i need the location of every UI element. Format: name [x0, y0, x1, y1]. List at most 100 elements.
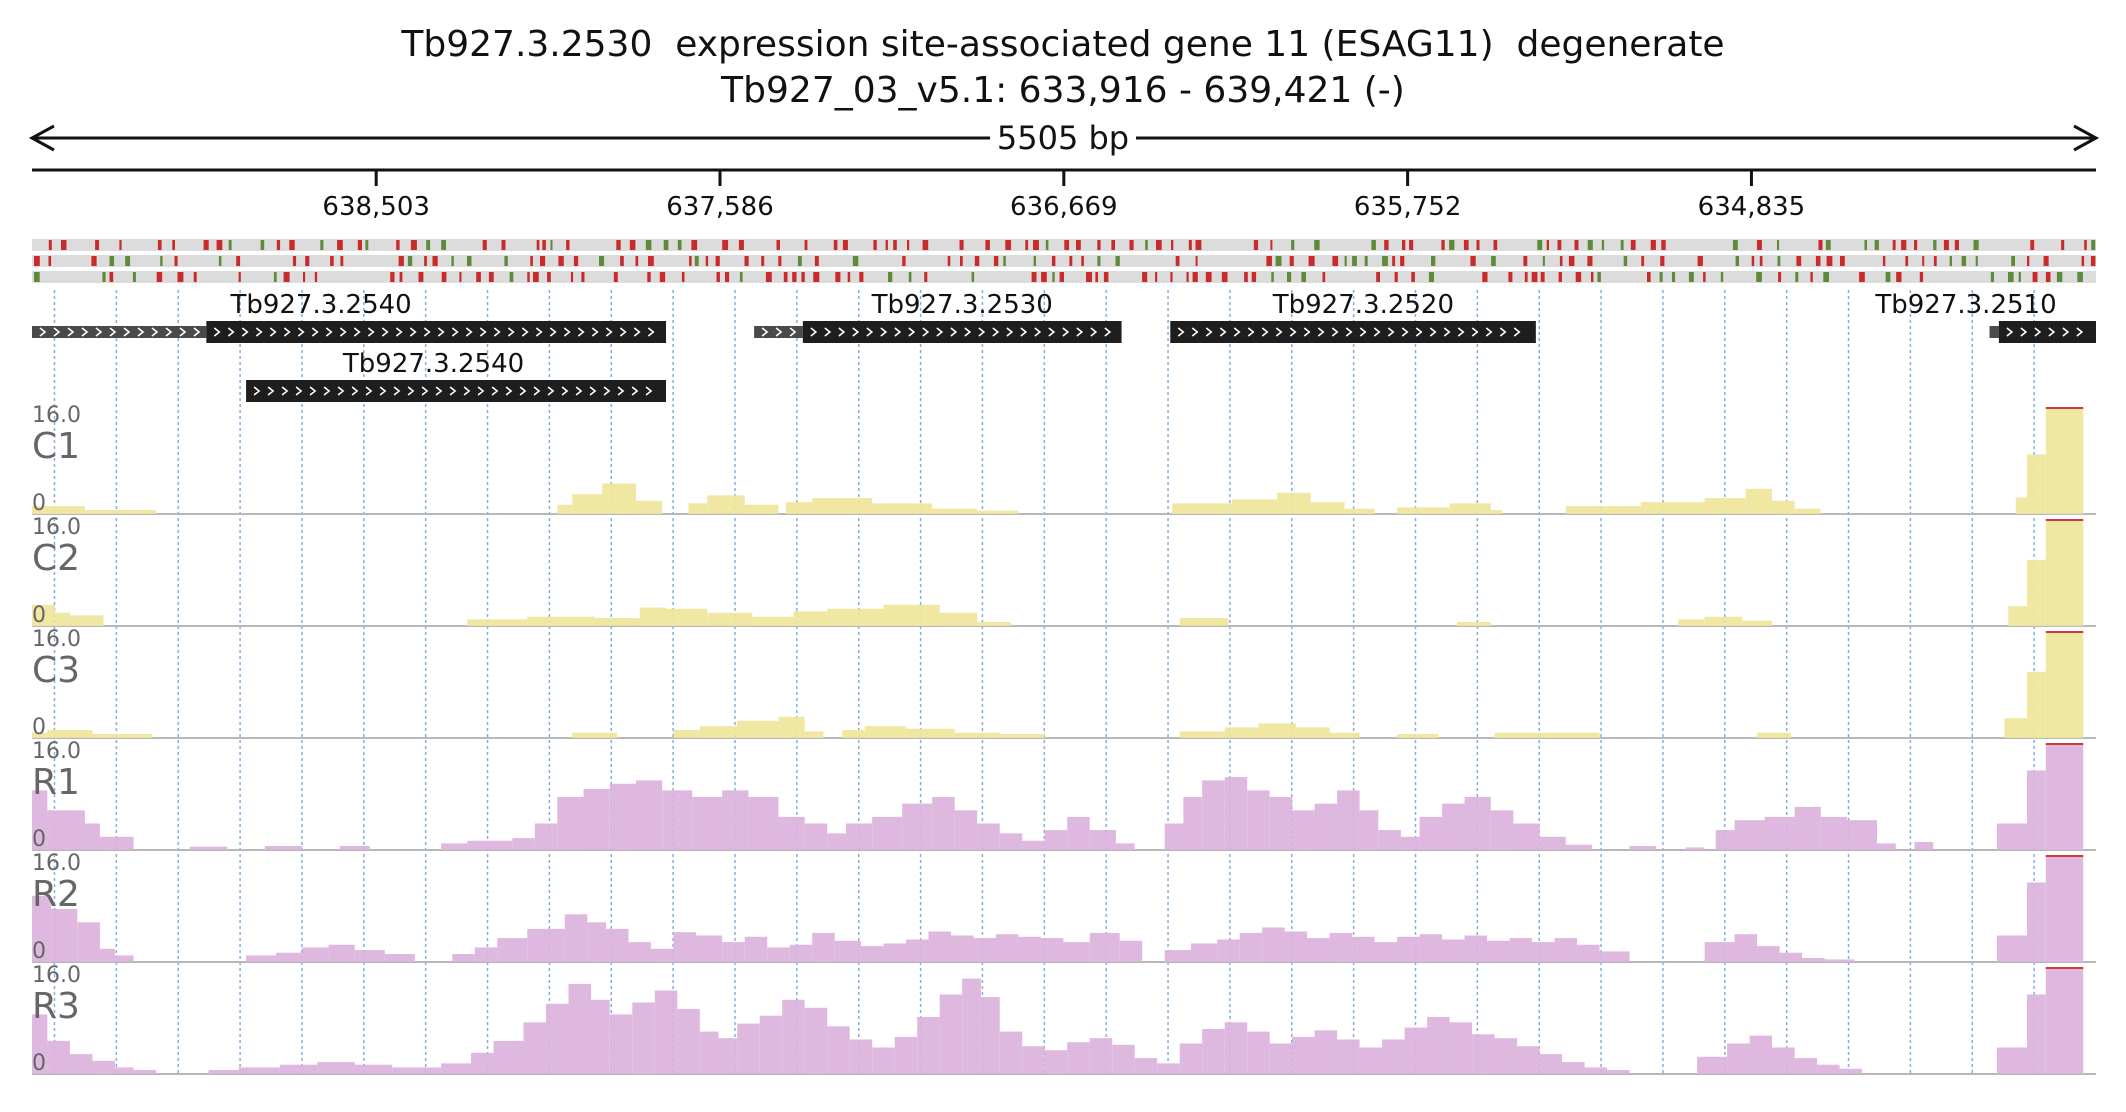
variant-mark: [573, 256, 579, 266]
variant-mark: [1961, 256, 1967, 266]
coverage-bar: [1457, 622, 1491, 626]
coverage-bar: [493, 1040, 524, 1074]
coverage-bar: [782, 999, 805, 1074]
track-max-label: 16.0: [32, 403, 81, 428]
coverage-bar: [2027, 994, 2046, 1074]
variant-mark: [1641, 256, 1645, 266]
variant-mark: [1392, 256, 1396, 266]
variant-mark: [1097, 256, 1101, 266]
coverage-bar: [1697, 1056, 1728, 1074]
variant-mark: [814, 256, 819, 266]
coverage-bar: [1224, 727, 1259, 738]
gene-feature[interactable]: Tb927.3.2510: [1874, 290, 2096, 343]
coverage-bar: [594, 618, 640, 626]
coverage-bar: [1490, 810, 1514, 851]
coverage-bar: [557, 797, 584, 850]
coverage-bar: [264, 846, 303, 850]
coverage-bar: [1329, 732, 1360, 738]
coverage-bar: [804, 823, 828, 850]
coverage-bar: [1232, 499, 1278, 514]
variant-mark: [2032, 272, 2038, 282]
coverage-bar: [467, 840, 513, 850]
strand-chevrons: [39, 327, 201, 337]
coverage-bar: [673, 730, 700, 738]
variant-mark: [847, 272, 851, 282]
coverage-bar: [1513, 823, 1540, 850]
coverage-bar: [1239, 932, 1263, 963]
variant-mark: [993, 256, 999, 266]
coverage-bar: [981, 997, 1000, 1074]
span-arrow-left-head: [28, 124, 55, 152]
variant-mark: [852, 256, 859, 266]
gene-feature[interactable]: Tb927.3.2540: [32, 290, 667, 343]
track-min-label: 0: [32, 1051, 46, 1076]
coverage-bar: [452, 954, 475, 962]
coverage-bar: [1067, 1042, 1090, 1074]
variant-mark: [1810, 272, 1813, 282]
coverage-bar: [699, 726, 738, 738]
variant-mark: [1192, 272, 1198, 282]
coverage-bar: [999, 833, 1023, 850]
coverage-bar: [1277, 492, 1311, 514]
variant-mark: [1033, 240, 1039, 250]
coverage-bar: [1040, 938, 1064, 962]
coverage-bar: [1562, 1062, 1585, 1074]
coverage-bar: [591, 999, 610, 1074]
gene-body[interactable]: [1170, 321, 1536, 343]
variant-mark: [441, 272, 447, 282]
variant-mark: [459, 272, 462, 282]
variant-mark: [109, 272, 114, 282]
coverage-bar: [1202, 1029, 1225, 1074]
gene-feature[interactable]: Tb927.3.2530: [754, 290, 1122, 343]
variant-mark: [648, 256, 654, 266]
coverage-bar: [1464, 797, 1491, 850]
variant-mark: [2081, 256, 2085, 266]
variant-mark: [985, 240, 990, 250]
variant-mark: [273, 272, 277, 282]
coverage-bar: [744, 936, 768, 962]
track-name-label: R2: [32, 874, 80, 915]
coverage-bar: [467, 619, 528, 626]
coverage-bar: [1577, 944, 1600, 962]
coverage-bar: [1599, 951, 1630, 962]
coverage-bar: [1247, 790, 1270, 850]
coverage-bar: [1382, 1039, 1405, 1074]
variant-mark: [2045, 272, 2051, 282]
variant-mark: [527, 272, 530, 282]
variant-mark: [739, 272, 743, 282]
variant-mark: [426, 240, 431, 250]
variant-mark: [501, 240, 506, 250]
gene-body[interactable]: [1998, 321, 2096, 343]
gene-body[interactable]: [802, 321, 1122, 343]
coverage-bar: [1539, 836, 1566, 851]
track-min-label: 0: [32, 827, 46, 852]
variant-mark: [1059, 272, 1064, 282]
variant-mark: [705, 256, 709, 266]
coverage-bar: [861, 946, 884, 962]
variant-mark: [283, 272, 290, 282]
gene-body[interactable]: [206, 321, 667, 343]
variant-mark: [1069, 256, 1073, 266]
variant-mark: [1914, 240, 1918, 250]
coverage-bar: [2045, 968, 2084, 1074]
coverage-bar: [568, 983, 591, 1074]
variant-mark: [203, 240, 209, 250]
variant-mark: [48, 240, 52, 250]
coverage-bar: [1400, 836, 1420, 851]
coverage-bar: [2027, 559, 2046, 627]
gene-feature[interactable]: Tb927.3.2540: [246, 349, 667, 402]
coverage-bar: [54, 612, 70, 627]
coverage-bar: [977, 823, 1000, 850]
coverage-bar: [962, 978, 981, 1074]
gene-feature[interactable]: Tb927.3.2520: [1170, 290, 1536, 343]
variant-mark: [547, 272, 551, 282]
coverage-bar: [1044, 1050, 1068, 1075]
coverage-bar: [1464, 935, 1488, 962]
coverage-bar: [1258, 723, 1296, 738]
coverage-bar: [939, 994, 963, 1074]
coverage-bar: [1817, 1064, 1840, 1074]
coverage-bar: [1749, 1035, 1773, 1074]
coverage-bar: [995, 934, 1019, 962]
coverage-bar: [1397, 507, 1450, 514]
coverage-bar: [849, 1039, 873, 1074]
